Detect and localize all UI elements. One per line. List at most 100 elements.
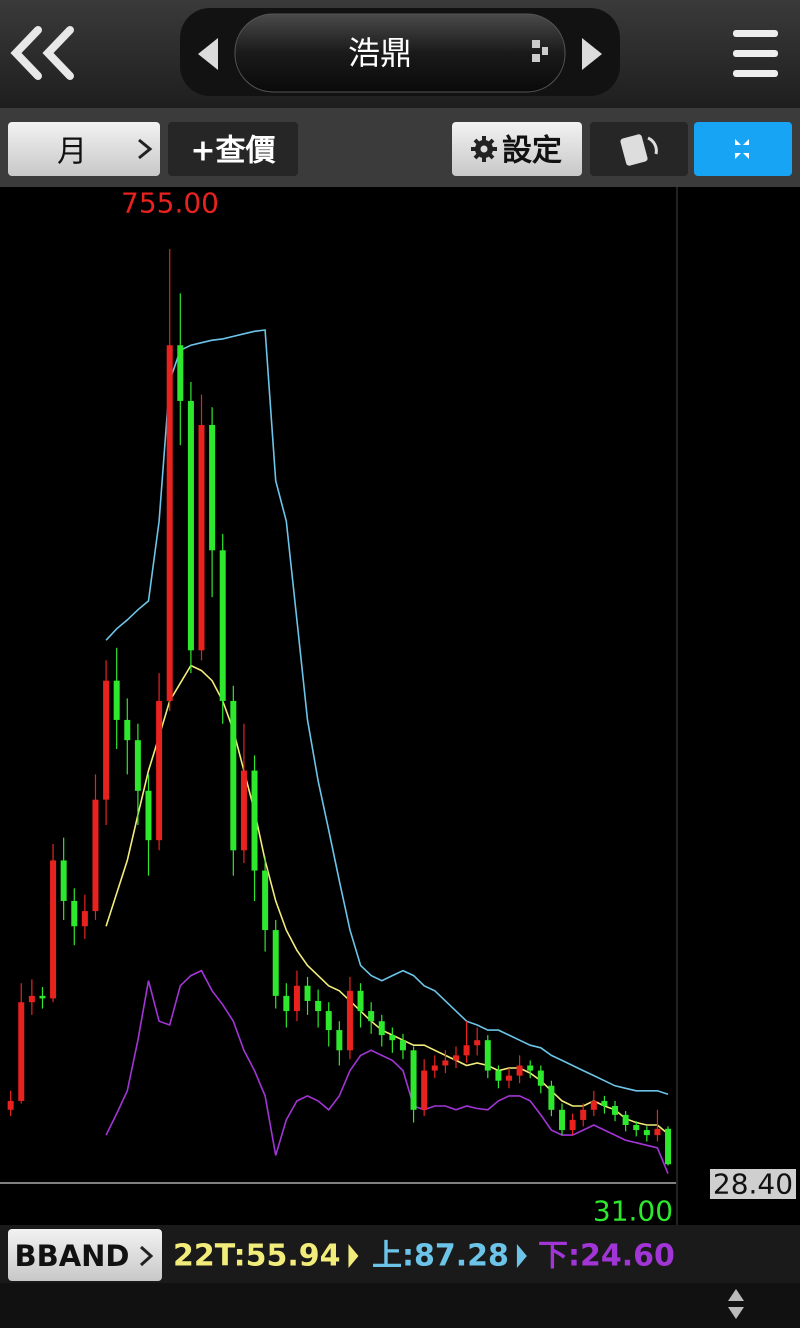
candle-body [336,1030,343,1051]
candle-body [463,1045,470,1056]
candle-body [495,1070,502,1081]
candle-body [219,550,226,701]
period-label: 月 [57,135,87,170]
candle-body [28,995,35,1003]
collapse-icon [735,139,749,159]
gear-icon [471,136,497,162]
candle-body [516,1065,523,1076]
candle-body [92,799,99,912]
candle-body [378,1021,385,1036]
candle-body [537,1070,544,1086]
candle-body [559,1109,566,1131]
prev-stock[interactable] [198,38,218,70]
candle-body [60,860,67,901]
candle-body [240,770,247,851]
band-line [105,969,669,1174]
min-label: 31.00 [593,1195,673,1228]
candle-body [612,1106,619,1115]
settings-label: 設定 [502,134,562,169]
quote-button[interactable] [168,122,298,176]
band-line [105,329,669,1096]
candle-body [484,1040,491,1071]
indicator-label: BBAND [15,1239,130,1273]
candle-body [569,1119,576,1131]
back-button[interactable] [10,26,74,80]
candle-body [622,1114,629,1125]
legend: 22T:55.94 上:87.28 下:24.60 [173,1239,675,1274]
candle-body [325,1011,332,1031]
quote-label: +查價 [190,134,275,169]
candle-body [315,1000,322,1012]
candle-body [506,1075,512,1081]
candle-body [346,990,353,1051]
candle-body [665,1128,672,1165]
candle-body [410,1050,417,1110]
candle-body [654,1128,661,1136]
candle-body [452,1055,459,1061]
candle-body [442,1060,449,1066]
candle-body [527,1065,534,1071]
candle-body [209,424,216,551]
list-icon[interactable] [532,40,548,62]
band-line [105,664,669,1135]
axis-border [676,187,678,1225]
indicator-button[interactable] [8,1229,162,1281]
candle-body [251,770,258,871]
candle-body [7,1100,14,1110]
x-axis-bar [0,1283,800,1328]
scroll-arrows[interactable] [728,1289,744,1319]
candle-body [230,700,237,851]
period-button[interactable] [8,122,160,176]
next-stock[interactable] [582,38,602,70]
candle-body [187,400,194,651]
chevron [139,1245,154,1267]
candle-body [399,1040,406,1051]
candle-body [643,1130,650,1136]
candle-body [590,1100,597,1110]
candle-body [272,930,279,996]
candle-body [474,1040,481,1046]
chevron [138,138,153,160]
candle-body [156,700,163,841]
candle-body [71,900,78,927]
candle-body [39,995,46,999]
settings-button[interactable] [452,122,582,176]
max-label: 755.00 [121,187,219,220]
candle-body [421,1070,428,1110]
candle-body [368,1011,375,1022]
legend-entry: 下:24.60 [538,1239,675,1274]
candle-body [304,985,311,1001]
menu-button[interactable] [733,30,778,77]
candle-body [103,680,110,800]
candle-body [124,719,131,741]
candle-body [113,680,120,720]
candle-body [50,860,57,999]
chart-area [0,187,800,1225]
candle-body [357,990,364,1012]
last-price-box [710,1169,796,1199]
rotate-icon [620,134,658,166]
candle-body [177,345,184,401]
candle-body [134,740,141,791]
candle-body [431,1065,438,1071]
candle-body [145,790,152,841]
title-pill[interactable] [234,13,566,93]
legend-entry: 22T:55.94 [173,1239,340,1274]
candle-body [293,985,300,1012]
candle-body [283,995,290,1012]
candle-body [198,424,205,651]
candle-body [580,1109,587,1120]
candle-body [548,1085,555,1110]
candle-body [81,911,88,927]
candle-body [18,1002,25,1101]
legend-arrow [516,1244,527,1268]
last-price-label: 28.40 [713,1168,793,1201]
candle-body [262,870,269,931]
bands [105,329,669,1174]
fullscreen-button[interactable] [694,122,792,176]
legend-entry: 上:87.28 [372,1239,509,1274]
candle-body [633,1124,640,1131]
candles [7,249,672,1166]
